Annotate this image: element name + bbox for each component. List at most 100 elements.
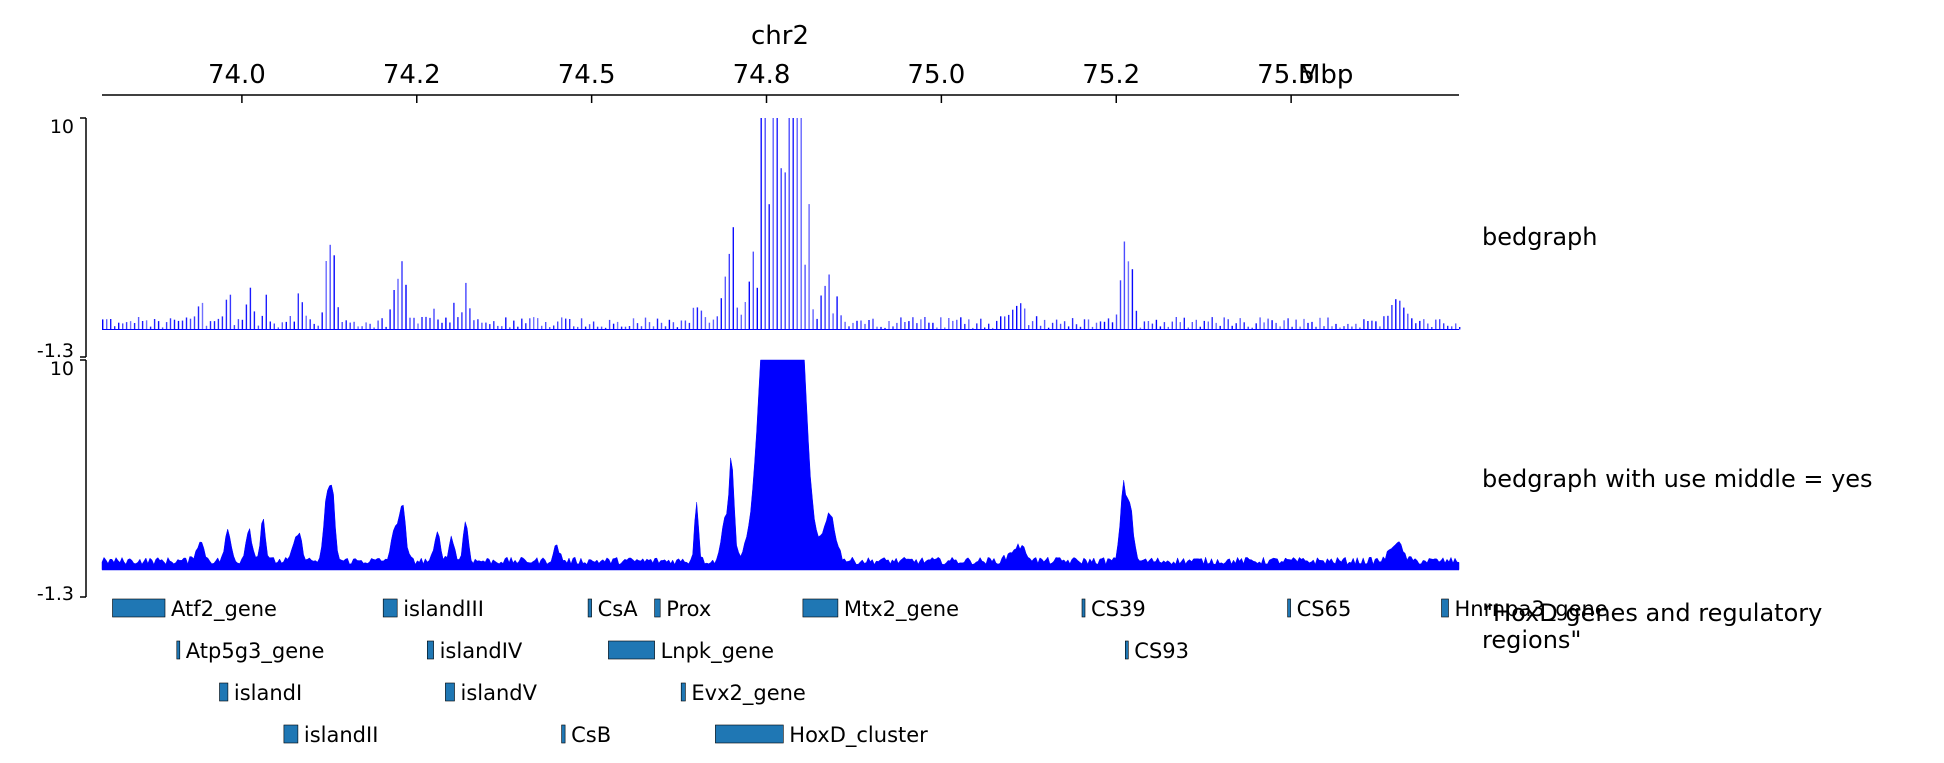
- signal-bar: [1451, 326, 1453, 330]
- signal-bar: [1103, 321, 1106, 330]
- signal-bar: [684, 320, 687, 330]
- gene-label: CS65: [1297, 597, 1352, 621]
- signal-bar: [1079, 326, 1082, 330]
- genes-track-label-line-2: regions": [1482, 626, 1581, 654]
- signal-bar: [932, 322, 934, 330]
- signal-bar: [217, 318, 220, 330]
- signal-bar: [106, 319, 108, 330]
- genes-track: Atf2_gene islandIII CsA Prox Mtx2_gene CS39 CS…: [112, 597, 1822, 748]
- signal-bar: [385, 326, 387, 330]
- top-axis: chr2 74.0 74.2 74.5 74.8 75.0 75.2 75.5 Mbp: [102, 21, 1459, 103]
- signal-bar: [852, 322, 854, 330]
- signal-bar: [405, 284, 407, 330]
- signal-bar: [1091, 326, 1094, 330]
- signal-bar: [345, 320, 347, 330]
- signal-bar: [1263, 322, 1265, 330]
- signal-bar: [664, 326, 667, 330]
- signal-bar: [1403, 307, 1405, 330]
- signal-bar: [153, 319, 156, 330]
- signal-bar: [1071, 318, 1074, 330]
- signal-bar: [864, 323, 866, 330]
- signal-bar: [1435, 319, 1437, 330]
- signal-bar: [1111, 322, 1114, 330]
- signal-bar: [976, 323, 978, 330]
- signal-bar: [952, 320, 954, 330]
- signal-bar: [389, 309, 391, 330]
- signal-bar: [668, 319, 671, 330]
- signal-bar: [752, 251, 754, 330]
- signal-bar: [876, 326, 878, 330]
- signal-bar: [1235, 323, 1237, 330]
- bedgraph-signal: [102, 118, 1461, 331]
- signal-bar: [1391, 305, 1393, 330]
- signal-bar: [497, 325, 499, 330]
- signal-bar: [936, 327, 938, 330]
- genes-track-label-line-1: "HoxD genes and regulatory: [1482, 599, 1822, 627]
- signal-bar: [1247, 326, 1249, 330]
- signal-bar: [792, 118, 794, 330]
- signal-bar: [349, 322, 351, 330]
- signal-bar: [912, 317, 914, 330]
- signal-bar: [1067, 326, 1070, 330]
- signal-bar: [968, 319, 970, 330]
- signal-bar: [1283, 320, 1285, 330]
- y-max-label: 10: [50, 358, 74, 380]
- signal-bar: [848, 326, 850, 330]
- signal-bar: [1163, 322, 1166, 330]
- signal-bar: [1331, 326, 1333, 330]
- gene-box: [608, 640, 655, 660]
- signal-bar: [1295, 319, 1297, 330]
- signal-bar: [553, 325, 555, 330]
- signal-bar: [672, 322, 675, 330]
- signal-bar: [509, 327, 511, 330]
- signal-bar: [600, 326, 603, 330]
- signal-bar: [1227, 319, 1229, 330]
- signal-bar: [429, 317, 431, 330]
- signal-bar: [900, 317, 902, 330]
- signal-bar: [489, 324, 491, 330]
- signal-bar: [141, 321, 144, 330]
- gene-box: [283, 724, 299, 744]
- signal-bar: [557, 321, 559, 330]
- signal-bar: [1155, 319, 1158, 330]
- signal-bar: [688, 322, 691, 330]
- signal-bar: [640, 326, 643, 330]
- gene-box: [587, 598, 592, 618]
- signal-bar: [1179, 322, 1181, 330]
- signal-bar: [237, 319, 240, 330]
- signal-bar: [1387, 315, 1389, 330]
- signal-bar: [365, 322, 367, 330]
- signal-bar: [604, 327, 607, 330]
- signal-bar: [1211, 317, 1213, 330]
- signal-bar: [1431, 327, 1433, 330]
- signal-bar: [1419, 320, 1421, 330]
- signal-bar: [744, 302, 746, 330]
- gene-label: Lnpk_gene: [661, 639, 774, 664]
- signal-bar: [265, 294, 267, 330]
- signal-bar: [1315, 326, 1317, 330]
- signal-bar: [1167, 326, 1169, 330]
- signal-bar: [1439, 319, 1441, 330]
- signal-bar: [493, 321, 495, 330]
- signal-bar: [832, 313, 834, 330]
- track-label: bedgraph with use middle = yes: [1482, 465, 1873, 493]
- signal-bar: [118, 322, 120, 330]
- signal-bar: [149, 326, 152, 330]
- signal-bar: [409, 317, 411, 330]
- signal-bar: [1055, 319, 1058, 330]
- signal-bar: [780, 168, 782, 330]
- signal-bar: [784, 172, 786, 330]
- signal-bar: [1035, 316, 1038, 330]
- signal-bar: [1383, 316, 1385, 330]
- signal-bar: [281, 322, 283, 330]
- signal-bar: [122, 323, 124, 330]
- signal-bar: [205, 325, 208, 330]
- gene-box: [112, 598, 166, 618]
- signal-area: [101, 359, 1460, 570]
- gene-box: [219, 682, 229, 702]
- signal-bar: [948, 318, 950, 330]
- signal-bar: [277, 327, 279, 330]
- signal-bar: [764, 118, 766, 330]
- signal-bar: [445, 317, 447, 330]
- signal-bar: [1039, 325, 1042, 330]
